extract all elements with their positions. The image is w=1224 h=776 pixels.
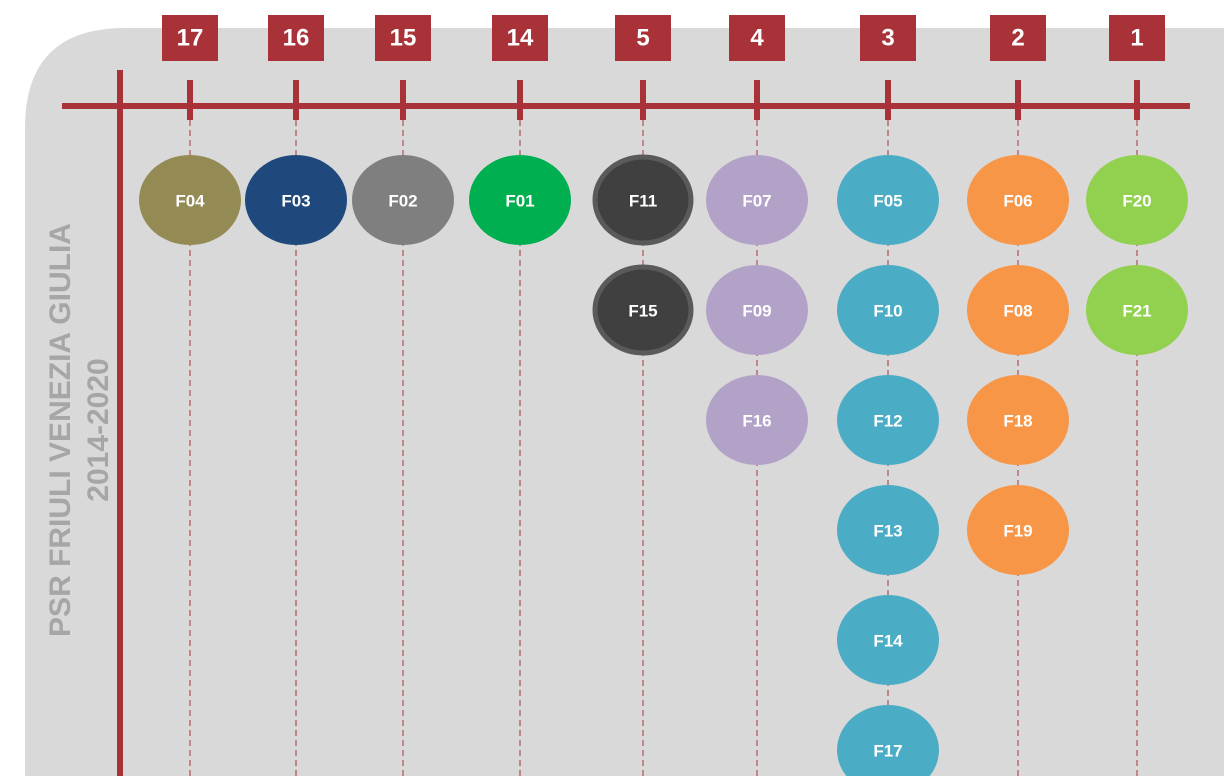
node-label: F15 — [628, 301, 657, 320]
node-label: F21 — [1122, 301, 1151, 320]
column-box — [268, 15, 324, 61]
node-label: F02 — [388, 191, 417, 210]
node-label: F03 — [281, 191, 310, 210]
node-label: F18 — [1003, 411, 1032, 430]
node — [837, 375, 939, 465]
node — [837, 595, 939, 685]
column-box — [375, 15, 431, 61]
node-label: F20 — [1122, 191, 1151, 210]
node — [706, 375, 808, 465]
node — [837, 705, 939, 776]
node-label: F17 — [873, 741, 902, 760]
node-label: F08 — [1003, 301, 1032, 320]
column-box — [860, 15, 916, 61]
subtitle: 2014-2020 — [82, 358, 115, 501]
node — [967, 155, 1069, 245]
column-box — [162, 15, 218, 61]
node-label: F07 — [742, 191, 771, 210]
node — [1086, 155, 1188, 245]
column-box — [492, 15, 548, 61]
column-label: 4 — [750, 24, 764, 51]
node — [837, 265, 939, 355]
node-label: F04 — [175, 191, 205, 210]
node — [469, 155, 571, 245]
node — [706, 155, 808, 245]
node-label: F16 — [742, 411, 771, 430]
node — [967, 265, 1069, 355]
node — [592, 154, 694, 246]
column-label: 15 — [390, 24, 417, 51]
column-label: 16 — [283, 24, 310, 51]
node-label: F14 — [873, 631, 903, 650]
node-label: F19 — [1003, 521, 1032, 540]
node-label: F10 — [873, 301, 902, 320]
node-label: F09 — [742, 301, 771, 320]
column-box — [729, 15, 785, 61]
node — [837, 485, 939, 575]
node-label: F05 — [873, 191, 902, 210]
node — [139, 155, 241, 245]
node — [967, 485, 1069, 575]
column-label: 2 — [1011, 24, 1024, 51]
node — [352, 155, 454, 245]
node — [592, 264, 694, 356]
column-box — [615, 15, 671, 61]
node-label: F13 — [873, 521, 902, 540]
node-label: F01 — [505, 191, 534, 210]
title: PSR FRIULI VENEZIA GIULIA — [44, 223, 77, 637]
column-label: 5 — [636, 24, 649, 51]
node — [967, 375, 1069, 465]
node — [706, 265, 808, 355]
node-label: F06 — [1003, 191, 1032, 210]
column-label: 3 — [881, 24, 894, 51]
node — [837, 155, 939, 245]
column-label: 17 — [177, 24, 204, 51]
column-label: 1 — [1130, 24, 1143, 51]
column-box — [990, 15, 1046, 61]
column-label: 14 — [507, 24, 534, 51]
column-box — [1109, 15, 1165, 61]
node-label: F12 — [873, 411, 902, 430]
node — [245, 155, 347, 245]
node-label: F11 — [629, 191, 657, 210]
node — [1086, 265, 1188, 355]
